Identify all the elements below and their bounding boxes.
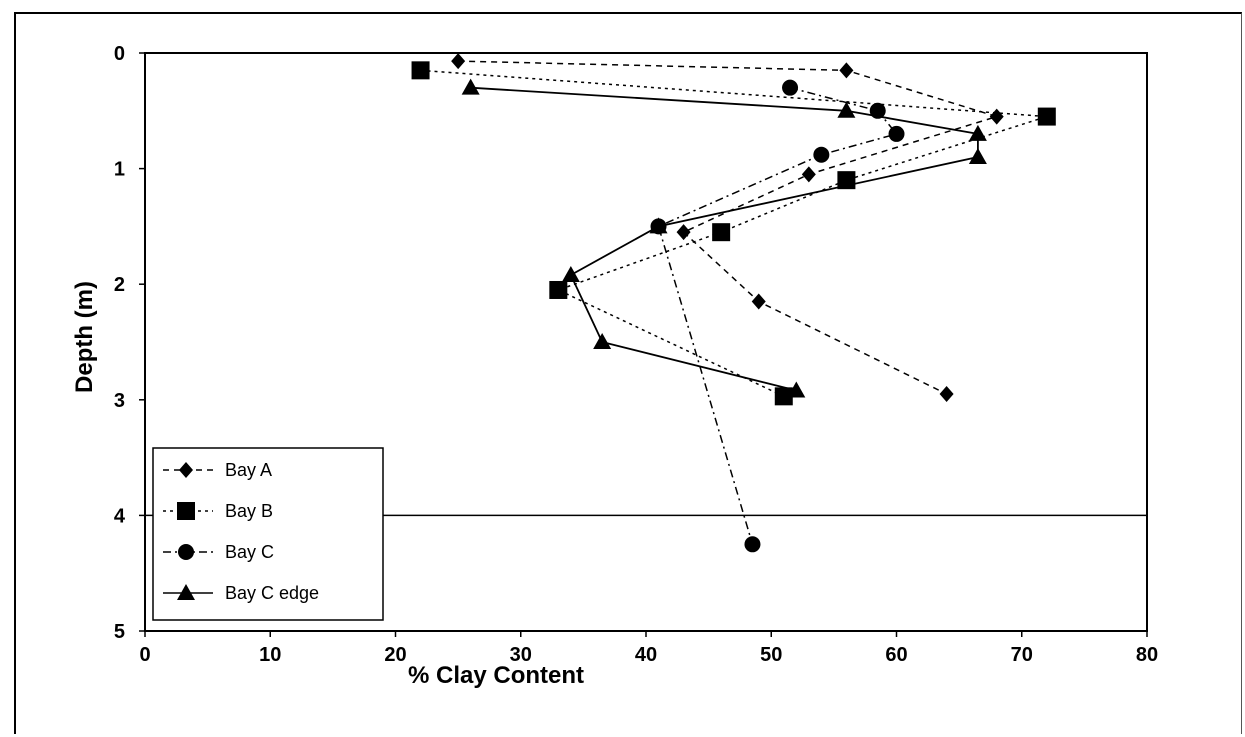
series-line — [420, 69, 1048, 398]
x-tick-label: 40 — [635, 644, 657, 666]
data-point-diamond — [751, 293, 766, 310]
x-axis-title: % Clay Content — [408, 662, 584, 689]
legend-item: Bay B — [163, 501, 273, 521]
legend-marker-triangle — [177, 584, 195, 600]
legend-marker-square — [177, 502, 195, 520]
x-tick-label: 60 — [885, 644, 907, 666]
series-bay-b — [411, 61, 1056, 406]
data-point-diamond — [451, 53, 466, 70]
series-bay-a — [451, 53, 1004, 403]
y-tick-label: 5 — [114, 621, 125, 643]
series-layer — [411, 53, 1056, 553]
series-bay-c — [650, 79, 905, 553]
figure-frame — [14, 12, 1242, 734]
legend-label: Bay B — [225, 501, 273, 521]
data-point-triangle — [649, 217, 668, 234]
x-tick-label: 30 — [510, 644, 532, 666]
x-tick-label: 20 — [384, 644, 406, 666]
legend-marker-circle — [178, 544, 194, 560]
legend-label: Bay C edge — [225, 583, 319, 603]
y-tick-label: 3 — [114, 390, 125, 412]
x-tick-label: 50 — [760, 644, 782, 666]
data-point-diamond — [839, 62, 854, 79]
series-line — [657, 86, 898, 545]
data-point-square — [712, 223, 731, 242]
x-tick-label: 10 — [259, 644, 281, 666]
legend-item: Bay C — [163, 542, 274, 562]
series-line — [470, 86, 979, 392]
data-point-circle — [744, 536, 761, 553]
data-point-triangle — [593, 333, 612, 349]
legend-box — [152, 447, 384, 621]
y-axis-title: Depth (m) — [71, 281, 98, 393]
legend-item: Bay C edge — [163, 583, 319, 603]
data-point-triangle — [461, 78, 480, 95]
data-point-diamond — [939, 386, 954, 403]
data-point-square — [411, 61, 430, 80]
data-point-diamond — [989, 108, 1004, 125]
data-point-square — [1037, 107, 1056, 126]
data-point-diamond — [676, 224, 691, 241]
x-tick-label: 80 — [1136, 644, 1158, 666]
data-point-circle — [782, 79, 799, 96]
data-point-triangle — [561, 265, 580, 282]
data-point-circle — [888, 125, 905, 142]
data-point-triangle — [968, 148, 987, 165]
data-point-triangle — [787, 381, 806, 398]
data-point-square — [549, 280, 568, 299]
y-tick-label: 2 — [114, 274, 125, 296]
data-point-diamond — [801, 166, 816, 183]
y-tick-label: 1 — [114, 159, 125, 181]
data-point-square — [774, 387, 793, 406]
legend-item: Bay A — [163, 460, 272, 480]
legend-label: Bay A — [225, 460, 272, 480]
y-tick-label: 4 — [114, 505, 126, 527]
y-tick-label: 0 — [114, 43, 125, 65]
legend: Bay A Bay B Bay C Bay C edge — [152, 447, 384, 621]
data-point-circle — [813, 146, 830, 163]
data-point-triangle — [968, 124, 987, 141]
x-tick-label: 0 — [139, 644, 150, 666]
x-tick-label: 70 — [1011, 644, 1033, 666]
legend-marker-diamond — [179, 462, 193, 478]
legend-label: Bay C — [225, 542, 274, 562]
series-bay-c-edge — [461, 78, 987, 398]
axes-layer: 0 10 20 30 40 50 60 70 80 0 1 2 3 4 5 — [114, 43, 1158, 666]
data-point-triangle — [837, 101, 856, 118]
